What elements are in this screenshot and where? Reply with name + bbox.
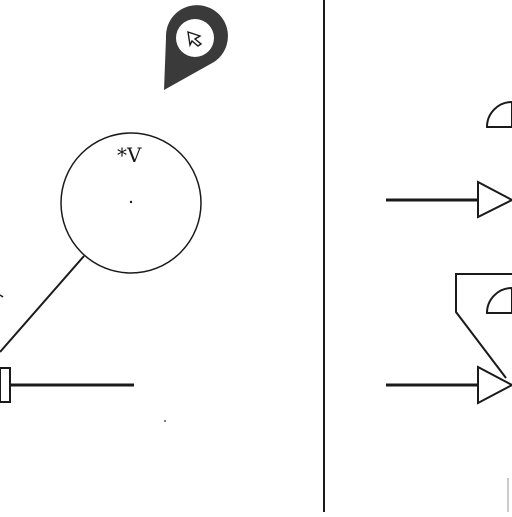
- half-disc-top: [485, 100, 512, 128]
- node-circle: [60, 132, 202, 274]
- edge-mark: [0, 294, 4, 298]
- bracket-frame: [455, 273, 512, 379]
- circle-label: *V: [117, 143, 142, 167]
- half-disc-bottom: [485, 286, 512, 314]
- right-arrow-bottom: [386, 365, 512, 405]
- location-pin-icon: [164, 5, 228, 91]
- circle-connector-line: [0, 255, 85, 353]
- cursor-arrow-icon: [187, 30, 203, 48]
- right-arrow-top: [386, 180, 512, 219]
- stray-dot: [164, 420, 166, 422]
- left-arrow: [0, 367, 134, 403]
- circle-center-dot: [129, 200, 133, 204]
